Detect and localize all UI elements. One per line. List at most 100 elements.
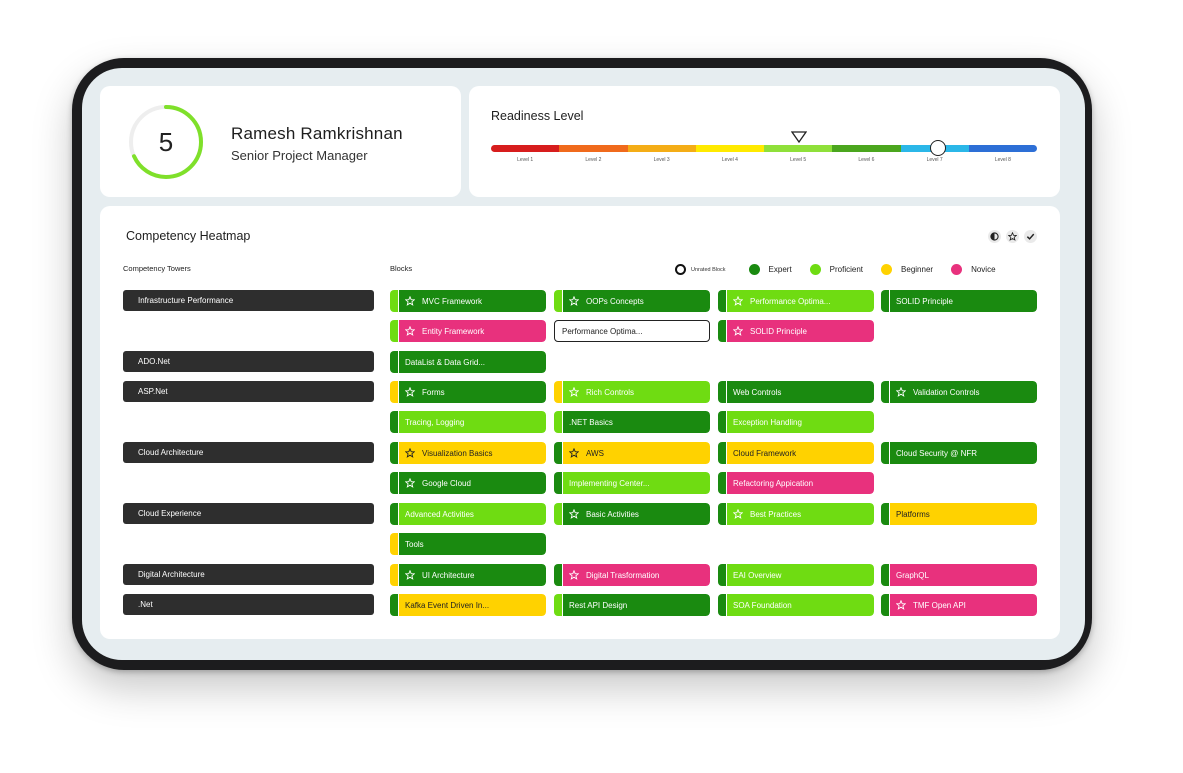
block-label: Performance Optima...: [562, 326, 643, 336]
tower-label[interactable]: Cloud Experience: [123, 503, 374, 524]
competency-block[interactable]: OOPs Concepts: [554, 290, 710, 312]
competency-block[interactable]: GraphQL: [881, 564, 1037, 586]
readiness-segment: [764, 145, 833, 152]
towers-column-header: Competency Towers: [123, 264, 191, 273]
competency-block[interactable]: UI Architecture: [390, 564, 546, 586]
star-icon: [405, 387, 415, 397]
block-label: OOPs Concepts: [586, 296, 644, 306]
block-label: Tools: [405, 539, 424, 549]
competency-block[interactable]: Performance Optima...: [554, 320, 710, 342]
block-body: Exception Handling: [727, 411, 874, 433]
block-level-bar: [390, 564, 398, 586]
star-icon: [405, 478, 415, 488]
score-value: 5: [158, 127, 174, 157]
competency-block[interactable]: Digital Trasformation: [554, 564, 710, 586]
block-label: Rich Controls: [586, 387, 635, 397]
readiness-level-label: Level 1: [517, 157, 534, 163]
competency-block[interactable]: Refactoring Appication: [718, 472, 874, 494]
block-label: TMF Open API: [913, 600, 966, 610]
tower-label[interactable]: Cloud Architecture: [123, 442, 374, 463]
block-level-bar: [718, 290, 726, 312]
contrast-toggle-icon[interactable]: [988, 230, 1001, 243]
tower-label[interactable]: ASP.Net: [123, 381, 374, 402]
block-label: Basic Activities: [586, 509, 639, 519]
block-body: UI Architecture: [399, 564, 546, 586]
star-icon: [733, 326, 743, 336]
competency-block[interactable]: Best Practices: [718, 503, 874, 525]
block-level-bar: [390, 381, 398, 403]
block-body: Cloud Framework: [727, 442, 874, 464]
competency-block[interactable]: Tracing, Logging: [390, 411, 546, 433]
competency-block[interactable]: TMF Open API: [881, 594, 1037, 616]
competency-block[interactable]: Rich Controls: [554, 381, 710, 403]
competency-block[interactable]: .NET Basics: [554, 411, 710, 433]
block-level-bar: [390, 290, 398, 312]
block-label: Cloud Framework: [733, 448, 797, 458]
readiness-level-label: Level 2: [585, 157, 602, 163]
star-icon: [733, 509, 743, 519]
competency-block[interactable]: SOA Foundation: [718, 594, 874, 616]
competency-block[interactable]: Cloud Framework: [718, 442, 874, 464]
block-body: DataList & Data Grid...: [399, 351, 546, 373]
block-body: Tools: [399, 533, 546, 555]
block-body: Digital Trasformation: [563, 564, 710, 586]
competency-block[interactable]: EAI Overview: [718, 564, 874, 586]
competency-block[interactable]: Entity Framework: [390, 320, 546, 342]
legend-proficient: Proficient: [809, 264, 863, 275]
star-icon: [896, 387, 906, 397]
block-level-bar: [881, 594, 889, 616]
competency-block[interactable]: Google Cloud: [390, 472, 546, 494]
block-label: Implementing Center...: [569, 478, 650, 488]
competency-block[interactable]: DataList & Data Grid...: [390, 351, 546, 373]
competency-block[interactable]: Cloud Security @ NFR: [881, 442, 1037, 464]
current-level-knob[interactable]: [930, 140, 946, 156]
block-body: SOA Foundation: [727, 594, 874, 616]
star-icon: [405, 296, 415, 306]
competency-block[interactable]: Validation Controls: [881, 381, 1037, 403]
block-level-bar: [554, 594, 562, 616]
competency-block[interactable]: SOLID Principle: [881, 290, 1037, 312]
block-label: Platforms: [896, 509, 930, 519]
block-level-bar: [390, 351, 398, 373]
tower-label[interactable]: ADO.Net: [123, 351, 374, 372]
competency-block[interactable]: Kafka Event Driven In...: [390, 594, 546, 616]
block-level-bar: [554, 442, 562, 464]
block-label: Cloud Security @ NFR: [896, 448, 978, 458]
block-body: Forms: [399, 381, 546, 403]
block-level-bar: [718, 564, 726, 586]
competency-block[interactable]: Forms: [390, 381, 546, 403]
competency-block[interactable]: Performance Optima...: [718, 290, 874, 312]
legend-beginner-swatch: [881, 264, 893, 275]
competency-block[interactable]: Web Controls: [718, 381, 874, 403]
block-label: Performance Optima...: [750, 296, 831, 306]
tower-label[interactable]: .Net: [123, 594, 374, 615]
tower-label[interactable]: Digital Architecture: [123, 564, 374, 585]
competency-block[interactable]: MVC Framework: [390, 290, 546, 312]
check-icon[interactable]: [1024, 230, 1037, 243]
competency-block[interactable]: SOLID Principle: [718, 320, 874, 342]
readiness-level-label: Level 3: [653, 157, 670, 163]
competency-block[interactable]: Implementing Center...: [554, 472, 710, 494]
readiness-segment: [559, 145, 628, 152]
star-filter-icon[interactable]: [1006, 230, 1019, 243]
readiness-level-label: Level 6: [858, 157, 875, 163]
competency-block[interactable]: Tools: [390, 533, 546, 555]
competency-block[interactable]: Platforms: [881, 503, 1037, 525]
competency-block[interactable]: Basic Activities: [554, 503, 710, 525]
star-icon: [569, 570, 579, 580]
readiness-title: Readiness Level: [491, 109, 584, 123]
competency-block[interactable]: Rest API Design: [554, 594, 710, 616]
tower-label[interactable]: Infrastructure Performance: [123, 290, 374, 311]
block-level-bar: [554, 472, 562, 494]
competency-block[interactable]: Visualization Basics: [390, 442, 546, 464]
readiness-level-label: Level 7: [926, 157, 943, 163]
block-label: AWS: [586, 448, 604, 458]
star-icon: [405, 570, 415, 580]
legend-unrated-swatch: [675, 264, 686, 275]
competency-block[interactable]: Exception Handling: [718, 411, 874, 433]
block-label: Forms: [422, 387, 445, 397]
block-level-bar: [881, 503, 889, 525]
competency-block[interactable]: Advanced Activities: [390, 503, 546, 525]
block-label: Entity Framework: [422, 326, 485, 336]
competency-block[interactable]: AWS: [554, 442, 710, 464]
